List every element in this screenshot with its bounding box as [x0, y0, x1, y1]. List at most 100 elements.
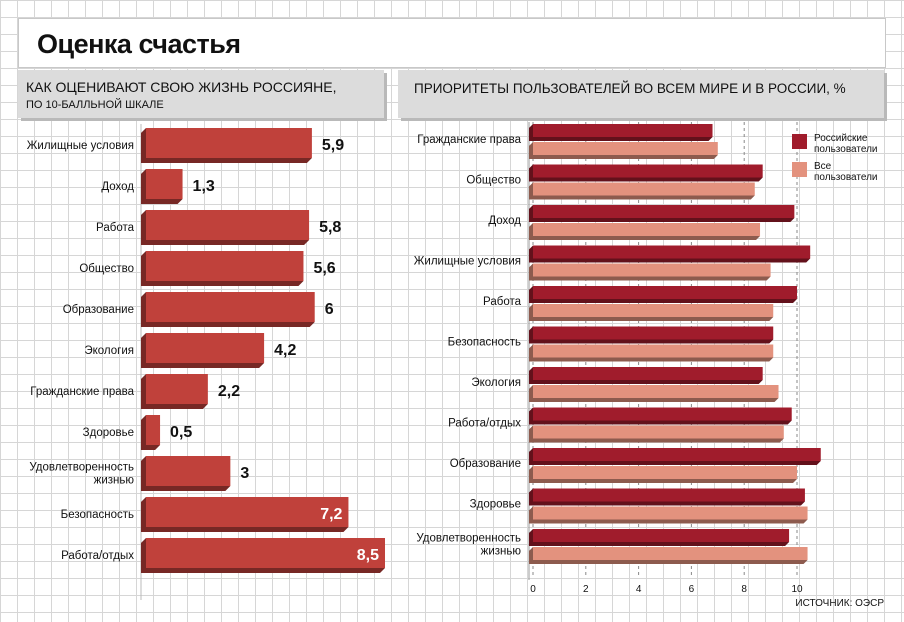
left-category-label: Доход — [101, 181, 134, 193]
page-title: Оценка счастья — [37, 29, 241, 59]
right-category-label: Здоровье — [470, 499, 521, 511]
left-bar — [141, 497, 349, 532]
left-bar — [141, 169, 183, 204]
left-category-label: Удовлетворенность — [29, 462, 134, 474]
right-bar-russian — [529, 286, 797, 303]
right-bar-all — [529, 263, 771, 281]
right-bar-all — [529, 425, 784, 443]
left-bar — [141, 251, 304, 286]
right-bar-russian-face — [533, 367, 763, 380]
left-category-label: жизнью — [94, 475, 135, 487]
right-bar-all-face — [533, 466, 797, 479]
right-bar-russian — [529, 245, 811, 263]
left-bar — [141, 292, 315, 327]
right-bar-russian — [529, 407, 792, 425]
left-category-label: Гражданские права — [30, 386, 134, 398]
legend-label: Все — [814, 161, 832, 172]
right-bar-all-face — [533, 506, 808, 520]
right-bar-all — [529, 182, 755, 200]
right-bar-all — [529, 344, 774, 362]
right-category-label: Работа — [483, 296, 522, 308]
legend-swatch — [792, 134, 807, 149]
left-category-label: Образование — [63, 304, 134, 316]
right-bar-russian — [529, 205, 795, 222]
left-value-label: 0,5 — [170, 424, 192, 441]
right-category-label: Образование — [450, 458, 521, 470]
left-chart-header: КАК ОЦЕНИВАЮТ СВОЮ ЖИЗНЬ РОССИЯНЕ, ПО 10… — [18, 70, 384, 118]
right-bar-all — [529, 223, 761, 240]
left-value-label: 5,9 — [322, 137, 344, 154]
left-category-label: Здоровье — [83, 427, 134, 439]
right-bar-russian — [529, 326, 774, 344]
right-category-label: Общество — [466, 175, 521, 187]
right-tick-label: 4 — [636, 584, 642, 595]
right-bar-chart: 0 2 4 6 8 10 Гражданские права Общество Доход Жил… — [414, 122, 821, 595]
left-bar-face — [146, 538, 385, 568]
left-value-label: 2,2 — [218, 383, 240, 400]
right-bar-all-face — [533, 547, 808, 560]
right-bar-russian — [529, 367, 763, 384]
left-bar-face — [146, 497, 349, 527]
right-category-label: Безопасность — [448, 337, 521, 349]
left-category-label: Общество — [79, 263, 134, 275]
left-value-label: 4,2 — [274, 342, 296, 359]
left-bar — [141, 538, 385, 573]
right-category-label: Работа/отдых — [448, 418, 521, 430]
title-box: Оценка счастья — [18, 18, 886, 68]
right-bar-russian — [529, 164, 763, 182]
legend-label: пользователи — [814, 172, 878, 183]
left-value-label: 8,5 — [357, 547, 379, 564]
right-bar-russian — [529, 488, 805, 506]
right-bar-russian-face — [533, 245, 811, 259]
left-category-label: Работа — [96, 222, 135, 234]
right-category-label: жизнью — [481, 546, 522, 558]
right-bar-all — [529, 385, 779, 402]
right-category-label: Экология — [471, 377, 521, 389]
right-bar-all — [529, 142, 718, 159]
legend-swatch — [792, 162, 807, 177]
right-bar-all-face — [533, 142, 718, 155]
right-category-label: Жилищные условия — [414, 256, 521, 268]
right-bar-russian — [529, 124, 713, 141]
right-chart-title: ПРИОРИТЕТЫ ПОЛЬЗОВАТЕЛЕЙ ВО ВСЕМ МИРЕ И … — [414, 81, 846, 96]
right-bar-all-face — [533, 223, 761, 236]
right-bar-all — [529, 466, 797, 483]
left-value-label: 7,2 — [320, 506, 342, 523]
legend-label: пользователи — [814, 144, 878, 155]
right-tick-label: 8 — [741, 584, 747, 595]
left-bar-face — [146, 292, 315, 322]
left-bar — [141, 333, 265, 368]
left-bar-face — [146, 333, 265, 363]
legend-label: Российские — [814, 133, 868, 144]
right-bar-all-face — [533, 182, 755, 196]
right-bar-all-face — [533, 385, 779, 398]
left-category-label: Работа/отдых — [61, 550, 134, 562]
right-category-label: Удовлетворенность — [416, 533, 521, 545]
left-value-label: 3 — [240, 465, 249, 482]
left-bar-chart: Жилищные условия 5,9 Доход 1,3 Работа 5,8 Обще… — [27, 124, 385, 600]
right-tick-label: 2 — [583, 584, 589, 595]
right-bar-russian-face — [533, 326, 774, 340]
left-bar — [141, 128, 312, 163]
left-value-label: 6 — [325, 301, 334, 318]
left-bar-face — [146, 251, 304, 281]
right-bar-russian-face — [533, 488, 805, 502]
right-bar-russian-face — [533, 164, 763, 178]
right-bar-russian-face — [533, 124, 713, 137]
left-bar — [141, 374, 208, 409]
right-tick-label: 6 — [689, 584, 695, 595]
left-category-label: Безопасность — [61, 509, 134, 521]
right-tick-label: 0 — [530, 584, 536, 595]
right-bar-russian — [529, 529, 790, 546]
right-bar-all — [529, 506, 808, 524]
left-bar — [141, 415, 161, 450]
right-bar-all-face — [533, 344, 774, 358]
right-bar-all-face — [533, 304, 774, 317]
left-value-label: 1,3 — [193, 178, 215, 195]
right-bar-russian — [529, 448, 821, 465]
right-tick-label: 10 — [791, 584, 803, 595]
left-chart-subtitle: ПО 10-БАЛЛЬНОЙ ШКАЛЕ — [26, 99, 164, 111]
right-category-label: Доход — [488, 215, 521, 227]
